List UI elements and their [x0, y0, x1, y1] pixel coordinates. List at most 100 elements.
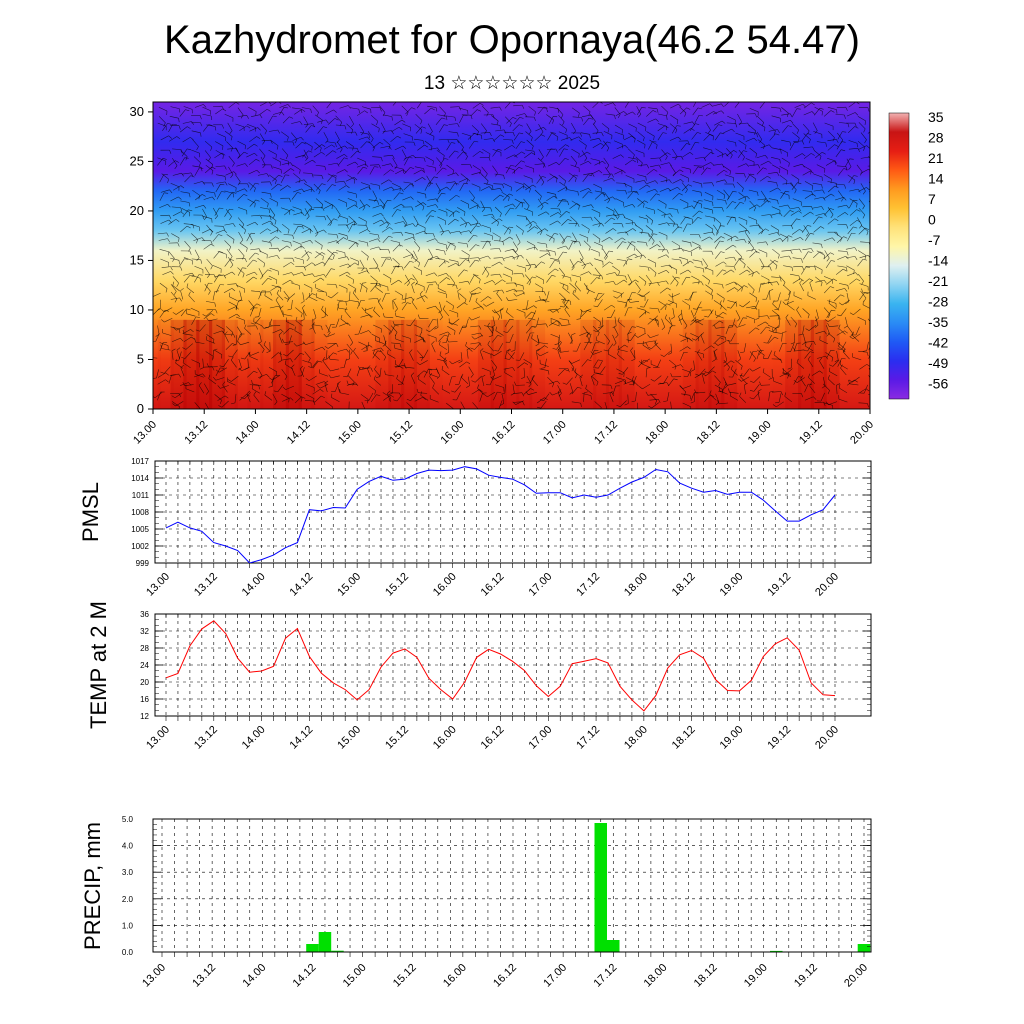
- wind-barb: [749, 351, 754, 360]
- wind-barb-feather: [797, 179, 800, 184]
- wind-barb-feather: [447, 331, 451, 336]
- wind-barb-feather: [466, 179, 469, 184]
- wind-barb-feather: [542, 279, 544, 285]
- wind-barb-feather: [368, 344, 373, 348]
- wind-barb-feather: [859, 225, 863, 229]
- wind-barb-feather: [171, 395, 176, 399]
- wind-barb: [303, 172, 313, 174]
- wind-barb-feather: [300, 352, 305, 355]
- wind-barb-feather: [429, 131, 433, 135]
- wind-barb-feather: [302, 224, 304, 229]
- wind-barb: [746, 306, 756, 309]
- wind-barb-feather: [502, 257, 505, 262]
- wind-barb: [176, 325, 185, 331]
- wind-barb: [630, 333, 636, 341]
- wind-barb-feather: [657, 282, 660, 287]
- wind-barb: [428, 248, 433, 257]
- wind-barb: [846, 158, 852, 167]
- wind-barb-feather: [255, 182, 260, 185]
- wind-barb-feather: [267, 269, 272, 272]
- wind-barb-feather: [211, 166, 216, 170]
- wind-barb-feather: [443, 113, 446, 117]
- wind-barb-feather: [298, 179, 301, 183]
- wind-barb: [526, 246, 536, 250]
- wind-barb: [858, 198, 865, 206]
- wind-barb: [475, 301, 483, 309]
- wind-barb: [403, 167, 411, 175]
- wind-barb: [414, 124, 423, 131]
- wind-barb-feather: [320, 277, 325, 281]
- wind-barb: [154, 392, 163, 398]
- wind-barb: [670, 114, 679, 121]
- wind-barb: [194, 266, 203, 270]
- wind-barb: [749, 108, 759, 112]
- wind-barb-feather: [703, 268, 705, 273]
- wind-barb-feather: [514, 381, 517, 386]
- wind-barb: [628, 132, 636, 139]
- wind-barb: [602, 173, 612, 176]
- wind-barb: [235, 188, 245, 193]
- heatmap-warm-cell: [490, 319, 507, 409]
- wind-barb-feather: [567, 235, 572, 238]
- wind-barb: [401, 149, 407, 158]
- wind-barb-feather: [847, 123, 850, 128]
- wind-barb: [475, 375, 482, 383]
- wind-barb-feather: [373, 375, 376, 380]
- wind-barb-feather: [779, 168, 781, 174]
- wind-barb: [559, 123, 567, 130]
- heatmap-y-tick-label: 20: [130, 203, 144, 218]
- wind-barb-feather: [749, 390, 754, 392]
- wind-barb: [760, 144, 770, 149]
- wind-barb: [845, 158, 850, 167]
- wind-barb: [635, 282, 641, 290]
- wind-barb: [813, 173, 823, 178]
- wind-barb: [716, 269, 723, 277]
- wind-barb-feather: [585, 333, 589, 337]
- wind-barb-feather: [545, 211, 550, 215]
- wind-barb-feather: [613, 211, 615, 216]
- wind-barb-feather: [278, 183, 282, 187]
- wind-barb: [752, 366, 761, 372]
- wind-barb-feather: [223, 329, 225, 334]
- wind-barb-feather: [392, 298, 397, 301]
- wind-barb: [227, 122, 233, 131]
- wind-barb: [413, 266, 422, 272]
- wind-barb-feather: [207, 411, 210, 414]
- wind-barb: [803, 165, 812, 171]
- wind-barb: [367, 131, 374, 139]
- wind-barb-feather: [698, 115, 703, 117]
- wind-barb-feather: [454, 117, 457, 121]
- wind-barb-feather: [807, 356, 811, 360]
- wind-barb: [231, 375, 239, 382]
- wind-barb: [559, 148, 565, 157]
- wind-barb-feather: [512, 401, 516, 405]
- wind-barb-feather: [731, 128, 735, 133]
- wind-barb: [715, 261, 724, 267]
- wind-barb: [547, 377, 554, 384]
- wind-barb: [224, 223, 234, 226]
- wind-barb-feather: [749, 397, 754, 400]
- wind-barb-feather: [282, 386, 286, 390]
- wind-barb: [204, 140, 213, 148]
- wind-barb-feather: [263, 263, 266, 268]
- wind-barb-feather: [603, 192, 605, 197]
- wind-barb-feather: [859, 171, 863, 176]
- wind-barb-feather: [457, 288, 462, 292]
- wind-barb: [435, 248, 445, 252]
- wind-barb-feather: [173, 327, 177, 331]
- wind-barb: [815, 316, 819, 326]
- wind-barb-feather: [719, 320, 724, 324]
- wind-barb-feather: [313, 398, 315, 403]
- wind-barb: [815, 213, 825, 216]
- wind-barb: [637, 332, 646, 338]
- wind-barb-feather: [403, 169, 405, 174]
- wind-barb: [531, 378, 539, 386]
- wind-barb-feather: [267, 277, 272, 280]
- wind-barb-feather: [555, 148, 558, 153]
- wind-barb: [605, 113, 615, 116]
- wind-barb: [705, 122, 711, 131]
- wind-barb-feather: [774, 336, 779, 340]
- wind-barb: [692, 259, 702, 262]
- wind-barb: [756, 154, 766, 159]
- wind-barb: [802, 190, 812, 192]
